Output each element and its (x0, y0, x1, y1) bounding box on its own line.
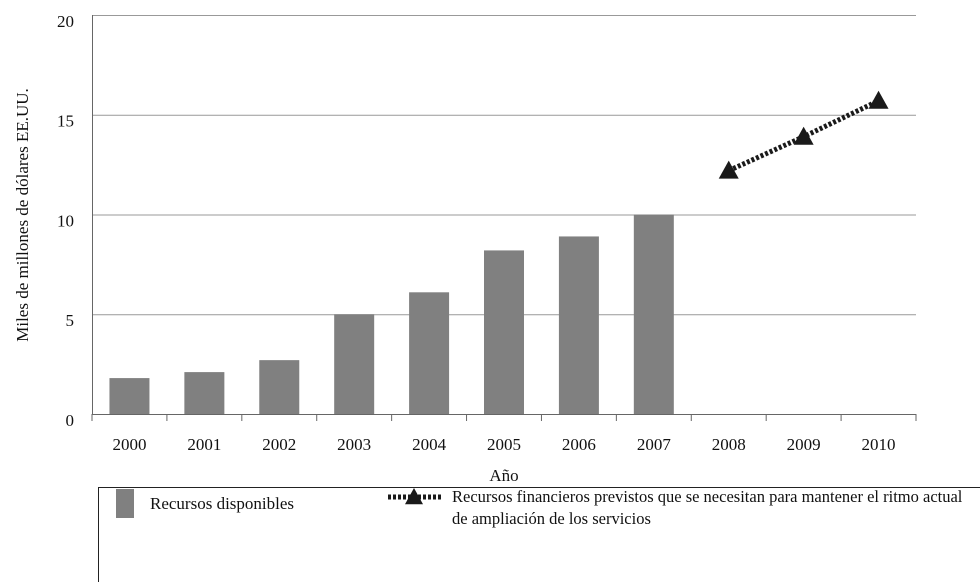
x-tick-label: 2002 (262, 435, 296, 454)
x-tick-label: 2005 (487, 435, 521, 454)
bar (259, 360, 300, 414)
legend-label: Recursos disponibles (150, 494, 294, 513)
legend-box (98, 487, 980, 582)
x-tick-label: 2004 (412, 435, 447, 454)
y-axis-title: Miles de millones de dólares EE.UU. (13, 88, 32, 342)
x-tick-label: 2009 (787, 435, 821, 454)
bar (409, 292, 450, 414)
marker (793, 126, 814, 145)
bar (184, 372, 225, 414)
x-tick-label: 2007 (637, 435, 672, 454)
y-tick-label: 10 (57, 211, 74, 230)
y-tick-label: 5 (66, 311, 75, 330)
legend-label: Recursos financieros previstos que se ne… (452, 487, 963, 528)
x-tick-label: 2010 (862, 435, 896, 454)
x-tick-label: 2003 (337, 435, 371, 454)
x-tick-label: 2006 (562, 435, 596, 454)
y-tick-label: 0 (66, 411, 75, 430)
y-tick-label: 15 (57, 112, 74, 131)
x-tick-label: 2000 (112, 435, 146, 454)
legend-swatch (116, 489, 134, 518)
bar (334, 314, 375, 414)
bar (109, 378, 150, 414)
bar (558, 236, 599, 414)
bar (484, 250, 524, 414)
y-tick-label: 20 (57, 12, 74, 31)
x-tick-label: 2008 (712, 435, 746, 454)
marker (868, 90, 889, 109)
x-axis-title: Año (489, 466, 518, 485)
marker (718, 160, 739, 179)
bar (633, 214, 674, 414)
x-tick-label: 2001 (187, 435, 221, 454)
legend-marker (405, 488, 423, 505)
